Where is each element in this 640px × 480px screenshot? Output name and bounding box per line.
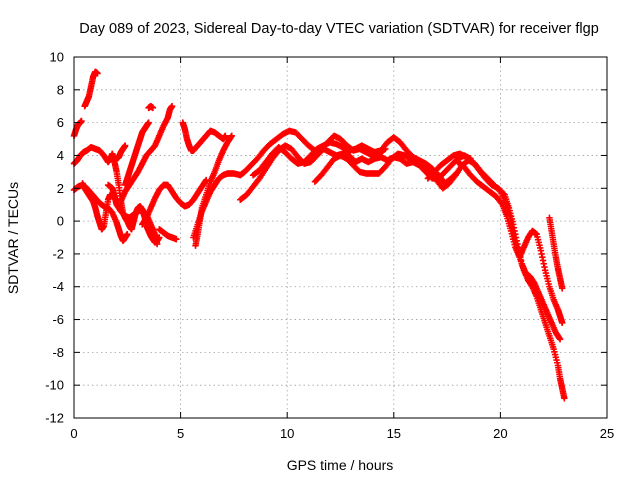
x-tick-label: 5 bbox=[177, 426, 184, 441]
data-point bbox=[228, 132, 235, 139]
series-arc-10 bbox=[145, 103, 157, 112]
data-point bbox=[173, 235, 180, 243]
x-tick-label: 20 bbox=[493, 426, 507, 441]
data-series-group bbox=[70, 68, 568, 402]
x-tick-label: 25 bbox=[600, 426, 614, 441]
data-point bbox=[121, 142, 129, 149]
axis-ticks bbox=[73, 56, 608, 419]
data-point bbox=[149, 104, 157, 112]
y-tick-label: -8 bbox=[52, 345, 64, 360]
chart-title: Day 089 of 2023, Sidereal Day-to-day VTE… bbox=[79, 21, 599, 37]
data-point bbox=[78, 117, 85, 125]
y-tick-label: 4 bbox=[57, 148, 64, 163]
y-tick-label: -2 bbox=[52, 246, 64, 261]
data-point bbox=[556, 336, 564, 343]
y-tick-label: -4 bbox=[52, 279, 64, 294]
y-tick-label: 2 bbox=[57, 181, 64, 196]
data-point bbox=[145, 119, 152, 126]
series-arc-06 bbox=[104, 181, 161, 248]
series-arc-07 bbox=[113, 142, 129, 162]
series-arc-09 bbox=[117, 103, 176, 205]
data-point bbox=[559, 319, 566, 327]
plot-frame bbox=[73, 56, 608, 419]
data-point bbox=[124, 231, 131, 238]
series-arc-13 bbox=[179, 119, 229, 154]
y-axis-title: SDTVAR / TECUs bbox=[5, 182, 21, 294]
data-point bbox=[500, 190, 507, 197]
x-tick-label: 15 bbox=[387, 426, 401, 441]
series-arc-20 bbox=[454, 158, 566, 327]
y-tick-label: -6 bbox=[52, 312, 64, 327]
data-point bbox=[168, 103, 176, 110]
series-arc-21 bbox=[546, 214, 566, 292]
y-tick-label: -10 bbox=[45, 378, 64, 393]
tick-labels: 0 5 10 15 20 25 -12 -10 -8 -6 -4 -2 0 2 4 6 8 10 bbox=[45, 50, 614, 442]
data-point bbox=[222, 132, 229, 139]
data-point bbox=[561, 395, 568, 402]
series-arc-19 bbox=[424, 150, 564, 343]
series-arc-01 bbox=[70, 117, 85, 139]
series-arc-05 bbox=[81, 68, 101, 110]
data-point bbox=[94, 70, 101, 77]
series-arc-08 bbox=[121, 119, 152, 189]
y-tick-label: 6 bbox=[57, 115, 64, 130]
data-point bbox=[153, 240, 161, 248]
y-tick-label: 8 bbox=[57, 82, 64, 97]
x-axis-title: GPS time / hours bbox=[287, 457, 394, 473]
series-arc-12 bbox=[156, 226, 180, 243]
y-tick-label: 10 bbox=[50, 50, 64, 65]
y-tick-label: -12 bbox=[45, 411, 64, 426]
series-arc-04 bbox=[70, 181, 131, 244]
data-point bbox=[559, 285, 566, 292]
y-tick-label: 0 bbox=[57, 214, 64, 229]
series-arc-11 bbox=[139, 176, 210, 228]
x-tick-label: 0 bbox=[70, 426, 77, 441]
x-tick-label: 10 bbox=[280, 426, 294, 441]
